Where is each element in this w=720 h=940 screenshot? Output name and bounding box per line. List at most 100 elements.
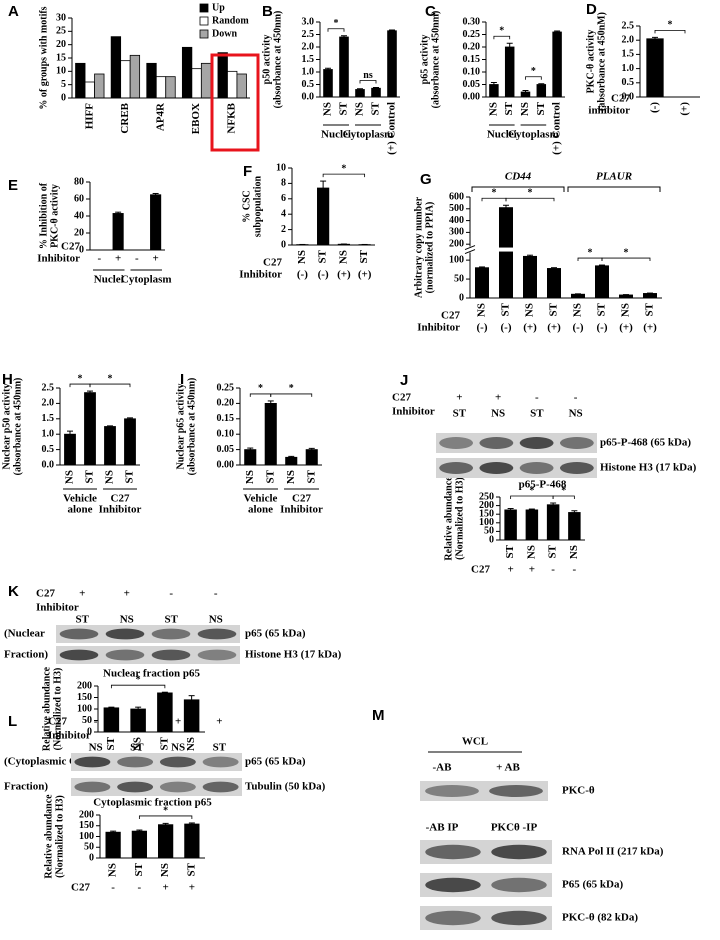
y-tick-label: 80: [74, 176, 84, 187]
panel-letter: J: [400, 372, 408, 389]
row-title: Inhibitor: [36, 602, 79, 614]
fraction-label: Fraction): [4, 649, 48, 661]
lane-label: NS: [171, 742, 185, 754]
blot-band: [479, 462, 514, 474]
y-tick-label: 0.00: [217, 459, 235, 470]
y-tick-label: 250: [479, 491, 494, 502]
treatment-label: +: [175, 716, 181, 728]
significance-label: *: [531, 66, 536, 77]
y-tick-label: 150: [79, 820, 94, 831]
y-axis-label: Arbitrary copy number: [413, 196, 424, 298]
bar: [157, 692, 173, 733]
blot-band: [202, 756, 239, 768]
row-title: C27: [61, 241, 80, 253]
row-label: +: [189, 882, 195, 894]
lane-label: NS: [89, 742, 103, 754]
legend-swatch: [199, 16, 209, 26]
panel-letter: A: [8, 3, 19, 20]
significance-label: *: [588, 247, 593, 258]
bar: [523, 255, 538, 299]
y-axis-label: % Inhibition of: [38, 182, 49, 249]
bar: [94, 73, 105, 99]
significance-bracket: [525, 76, 542, 80]
panel-letter: M: [372, 707, 385, 724]
y-tick-label: 0: [459, 292, 464, 303]
y-axis-label: (Normalized to H3): [52, 668, 63, 751]
lane-label: ST: [130, 742, 144, 754]
bar: [227, 70, 238, 99]
blot-strip: [71, 778, 242, 796]
bar: [217, 52, 228, 99]
y-tick-label: 100: [79, 831, 94, 842]
bar: [552, 31, 562, 98]
lane-label: -AB: [433, 762, 453, 774]
y-tick-label: 0.0: [622, 91, 635, 102]
bar: [504, 46, 515, 98]
y-tick-label: 2.0: [42, 398, 55, 409]
x-tick-label: NS: [185, 737, 197, 751]
row-label: +: [507, 564, 513, 576]
bar: [387, 30, 397, 98]
legend-label: Down: [212, 28, 237, 39]
group-label: Vehicle: [63, 493, 97, 505]
bar: [191, 68, 202, 99]
x-tick-label: CREB: [119, 102, 131, 133]
x-tick-label: AP4R: [155, 102, 167, 131]
y-axis-label: (normalized to PPIA): [424, 202, 435, 294]
blot-strip: [436, 433, 597, 453]
blot-strip: [56, 625, 240, 643]
blot-band: [559, 437, 594, 449]
y-tick-label: 0.10: [463, 66, 481, 77]
x-tick-label: ST: [317, 249, 329, 263]
significance-bracket: [552, 495, 575, 500]
treatment-label: +: [79, 588, 85, 600]
y-tick-label: 0.25: [463, 29, 481, 40]
chart-title: Nuclear fraction p65: [103, 668, 200, 680]
bar: [489, 84, 499, 98]
significance-bracket: [270, 393, 313, 397]
y-tick-label: 2.5: [622, 20, 635, 31]
y-axis-label: Relative abundance: [443, 476, 454, 561]
blot-band: [105, 649, 145, 661]
y-tick-label: 0.00: [463, 91, 481, 102]
y-tick-label: 600: [449, 191, 464, 202]
bar: [146, 62, 157, 99]
y-tick-label: 60: [74, 193, 84, 204]
x-tick-label: NFKB: [226, 102, 238, 133]
blot-band: [425, 785, 479, 797]
significance-label: *: [163, 805, 168, 816]
bar: [150, 194, 162, 251]
row-title: C27: [471, 564, 490, 576]
y-tick-label: 1.5: [622, 49, 635, 60]
bar: [103, 707, 120, 733]
x-tick-label: NS: [337, 250, 349, 264]
bar: [124, 418, 136, 466]
bar: [317, 187, 330, 246]
row-label: (-): [597, 322, 608, 334]
band-label: PKC-θ (82 kDa): [562, 912, 638, 924]
bar: [104, 426, 116, 466]
lane-label: PKCθ -IP: [491, 822, 538, 834]
x-tick-label: ST: [84, 469, 96, 483]
x-tick-label: ST: [264, 469, 276, 483]
bar: [355, 89, 365, 98]
blot-band: [159, 781, 196, 793]
significance-bracket: [510, 495, 554, 500]
y-tick-label: 1.5: [302, 54, 315, 65]
y-axis-label: (absorbance at 450nm): [186, 378, 197, 476]
band-label: Tubulin (50 kDa): [245, 781, 326, 793]
y-tick-label: 0.05: [463, 79, 481, 90]
lane-label: -AB IP: [426, 822, 459, 834]
row-label: +: [162, 882, 168, 894]
x-tick-label: -: [135, 253, 139, 265]
significance-label: *: [289, 383, 294, 394]
bar: [646, 38, 664, 98]
x-tick-label: ST: [124, 469, 136, 483]
row-label: (+): [523, 322, 537, 334]
fraction-label: (Cytoplasmic: [4, 756, 66, 768]
x-tick-label: NS: [572, 303, 584, 317]
y-tick-label: 5: [61, 79, 66, 90]
bar: [84, 81, 95, 99]
band-label: PKC-θ: [562, 785, 595, 797]
